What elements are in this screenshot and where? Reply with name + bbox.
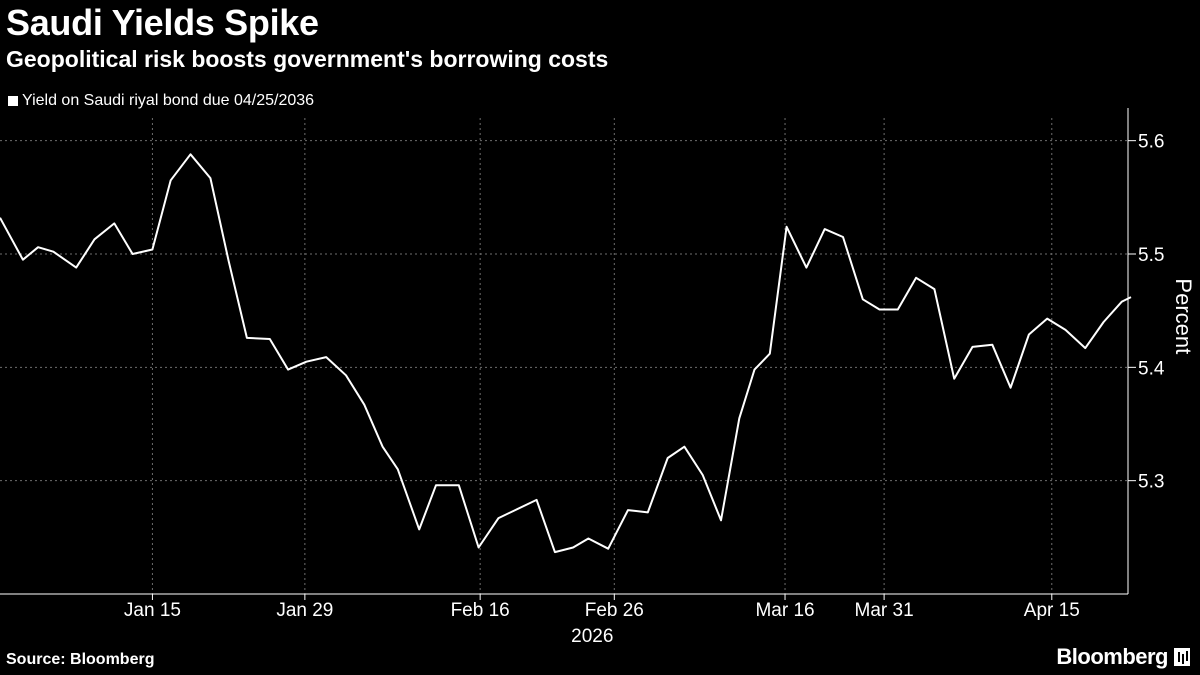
x-tick-label: Mar 31 <box>855 600 914 621</box>
y-tick-label: 5.6 <box>1138 132 1164 153</box>
chart-title: Saudi Yields Spike <box>6 2 319 43</box>
y-tick-label: 5.4 <box>1138 358 1165 379</box>
series-line <box>0 153 1132 554</box>
y-tick-label: 5.3 <box>1138 472 1164 493</box>
brand-name: Bloomberg <box>1056 644 1168 669</box>
source-note: Source: Bloomberg <box>6 651 155 668</box>
x-tick-label: Feb 16 <box>451 600 510 621</box>
x-tick-label: Mar 16 <box>755 600 814 621</box>
legend-swatch <box>8 96 18 106</box>
x-axis-year-label: 2026 <box>571 626 613 647</box>
y-tick-label: 5.5 <box>1138 245 1164 266</box>
x-tick-label: Feb 26 <box>585 600 644 621</box>
x-tick-label: Jan 15 <box>124 600 181 621</box>
chart-subtitle: Geopolitical risk boosts government's bo… <box>6 46 609 72</box>
chart-legend: Yield on Saudi riyal bond due 04/25/2036 <box>8 92 314 110</box>
x-tick-label: Jan 29 <box>276 600 333 621</box>
bloomberg-terminal-icon <box>1174 648 1190 666</box>
x-tick-label: Apr 15 <box>1024 600 1080 621</box>
brand-logo: Bloomberg <box>1056 644 1190 670</box>
y-axis-title: Percent <box>1171 278 1196 354</box>
legend-label: Yield on Saudi riyal bond due 04/25/2036 <box>22 92 315 109</box>
